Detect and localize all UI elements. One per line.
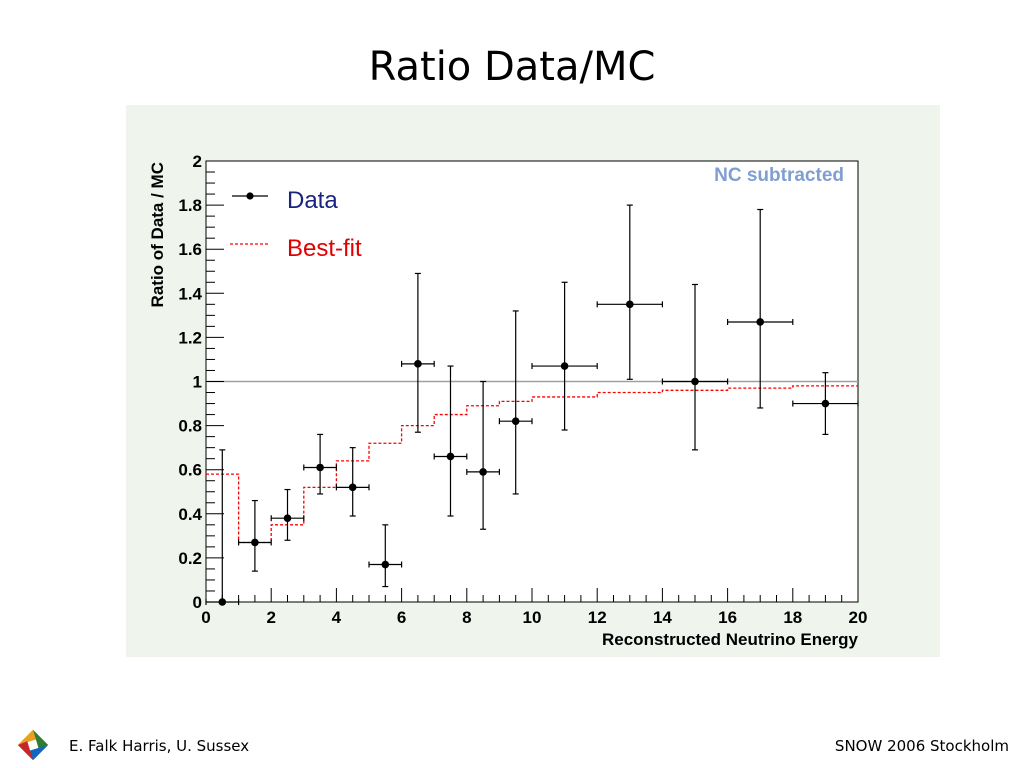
data-marker [348,483,357,492]
footer-conference: SNOW 2006 Stockholm [834,737,1009,755]
data-point-1 [237,499,272,572]
data-point-10 [531,281,598,431]
x-tick-label: 10 [523,608,542,627]
y-tick-label: 0.8 [178,417,202,436]
legend: Data Best-fit [230,176,446,268]
x-tick-label: 2 [266,608,275,627]
data-marker [626,300,634,309]
y-tick-label: 1.6 [178,240,202,259]
data-marker [511,417,520,425]
data-marker [381,560,390,569]
data-point-13 [726,208,794,409]
data-marker [756,318,764,326]
ticks-layer [205,160,859,603]
data-point-8 [466,380,500,530]
y-tick-label: 0 [193,593,202,612]
x-tick-label: 16 [718,608,737,627]
data-marker [479,468,487,476]
y-tick-label: 1.4 [178,284,202,303]
slide-title: Ratio Data/MC [368,44,656,90]
legend-data-marker [246,192,254,200]
data-point-14 [792,372,859,436]
data-point-5 [368,524,403,588]
data-point-12 [661,283,729,451]
x-tick-label: 6 [397,608,406,627]
x-tick-label: 0 [201,608,210,627]
data-marker [283,514,292,523]
data-point-11 [596,204,664,380]
legend-entry-bestfit: Best-fit [287,235,362,262]
footer-author: E. Falk Harris, U. Sussex [69,737,250,755]
x-axis-label: Reconstructed Neutrino Energy [602,630,859,649]
data-marker [251,538,259,547]
data-marker [821,399,830,408]
legend-data-box [278,176,446,220]
data-marker [414,360,422,368]
x-tick-label: 4 [332,608,342,627]
data-point-2 [270,488,305,541]
data-marker [691,377,699,386]
data-point-3 [303,433,337,495]
logo-icon [17,729,49,761]
y-tick-label: 1.8 [178,196,202,215]
y-tick-label: 1.2 [178,328,202,347]
y-tick-label: 0.6 [178,461,202,480]
data-point-9 [498,310,533,495]
data-marker [560,362,569,370]
ratio-chart: 0 2 4 6 8 10 12 14 16 18 20 0 0.2 0.4 0.6 0.8 1 1.2 1.4 1.… [148,152,867,649]
legend-bestfit-box [278,224,446,268]
x-tick-label: 14 [653,608,672,627]
y-tick-label: 2 [193,152,202,171]
data-marker [446,452,455,461]
x-tick-label: 20 [849,608,868,627]
y-axis-label: Ratio of Data / MC [148,162,167,307]
data-marker [316,463,324,472]
nc-subtracted-annotation: NC subtracted [714,165,844,186]
data-point-4 [335,447,370,517]
x-tick-label: 18 [783,608,802,627]
x-tick-label: 8 [462,608,471,627]
legend-entry-data: Data [287,187,338,214]
data-point-6 [401,272,435,433]
y-tick-label: 0.2 [178,549,202,568]
y-tick-label: 1 [193,373,202,392]
x-tick-labels: 0 2 4 6 8 10 12 14 16 18 20 [201,608,867,627]
x-tick-label: 12 [588,608,607,627]
data-point-7 [433,365,468,517]
y-tick-labels: 0 0.2 0.4 0.6 0.8 1 1.2 1.4 1.6 1.8 2 [178,152,202,612]
y-tick-label: 0.4 [178,505,202,524]
